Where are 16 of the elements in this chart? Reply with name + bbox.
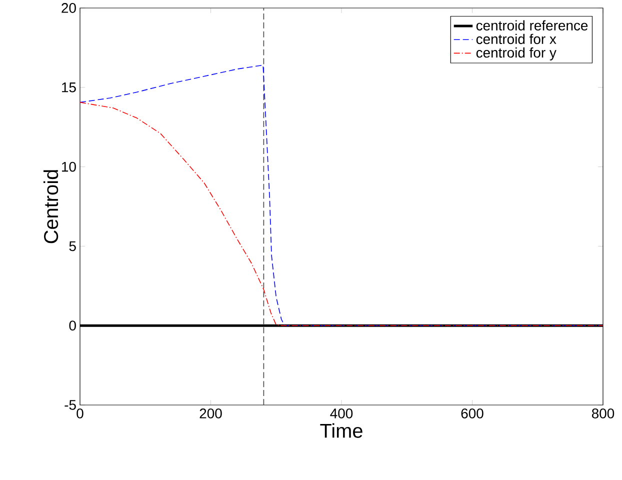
legend-label: centroid for x [476,34,556,44]
y-tick-label: 15 [62,82,76,92]
y-tick-label: -5 [64,400,76,410]
y-tick-label: 0 [69,320,76,331]
x-tick-label: 200 [200,408,222,418]
y-tick-label: 10 [62,162,76,172]
legend-label: centroid for y [476,47,556,60]
x-tick-label: 400 [330,408,353,418]
x-tick-label: 800 [592,408,614,418]
y-axis-title: Centroid [43,170,58,244]
x-tick-label: 0 [76,408,84,418]
x-axis-title: Time [320,423,362,438]
y-tick-label: 20 [62,3,76,13]
legend-label: centroid reference [476,20,588,30]
y-tick-label: 5 [69,241,76,252]
x-tick-label: 600 [461,408,484,418]
